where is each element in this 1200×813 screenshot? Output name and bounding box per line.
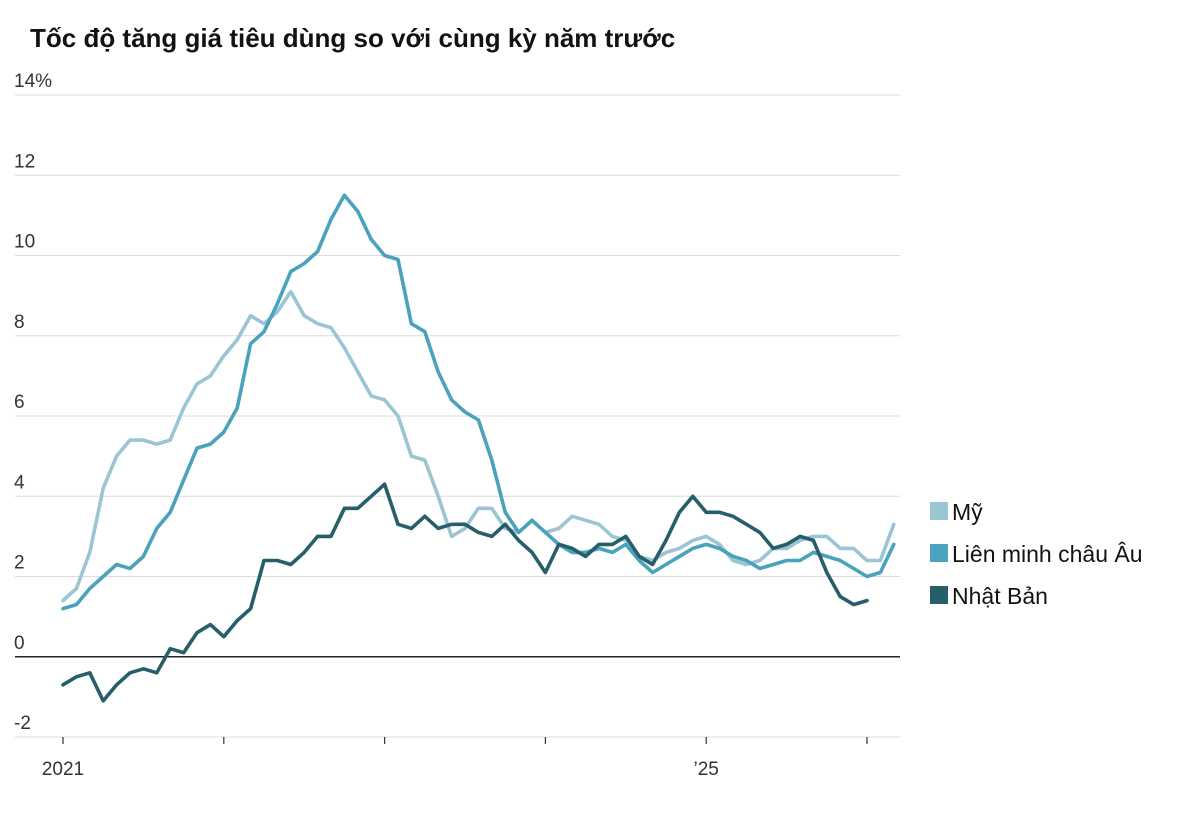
gridlines — [15, 94, 900, 658]
y-tick-labels: 14% 12 10 8 6 4 2 0 -2 — [14, 71, 52, 734]
legend-swatch — [930, 586, 948, 604]
x-tick-label: ’25 — [694, 759, 719, 780]
y-tick-label: 14% — [14, 71, 52, 92]
y-tick-label: 2 — [14, 553, 25, 574]
legend-label: Mỹ — [952, 499, 983, 525]
legend-label: Nhật Bản — [952, 583, 1048, 609]
y-tick-label: 10 — [14, 232, 35, 253]
x-axis: 2021 ’25 — [15, 736, 900, 780]
chart-title: Tốc độ tăng giá tiêu dùng so với cùng kỳ… — [30, 23, 675, 53]
y-tick-label: 8 — [14, 312, 25, 333]
legend-swatch — [930, 544, 948, 562]
legend-label: Liên minh châu Âu — [952, 541, 1143, 567]
series-line-1 — [61, 193, 896, 611]
y-tick-label: 4 — [14, 472, 25, 493]
legend-swatch — [930, 502, 948, 520]
y-tick-label: 0 — [14, 633, 25, 654]
legend: Mỹ Liên minh châu Âu Nhật Bản — [930, 499, 1143, 609]
y-tick-label: 12 — [14, 151, 35, 172]
series-line-0 — [61, 289, 896, 603]
series-lines — [61, 193, 896, 703]
y-tick-label: -2 — [14, 713, 31, 734]
x-tick-label: 2021 — [42, 759, 84, 780]
series-line-2 — [61, 482, 869, 703]
y-tick-label: 6 — [14, 392, 25, 413]
